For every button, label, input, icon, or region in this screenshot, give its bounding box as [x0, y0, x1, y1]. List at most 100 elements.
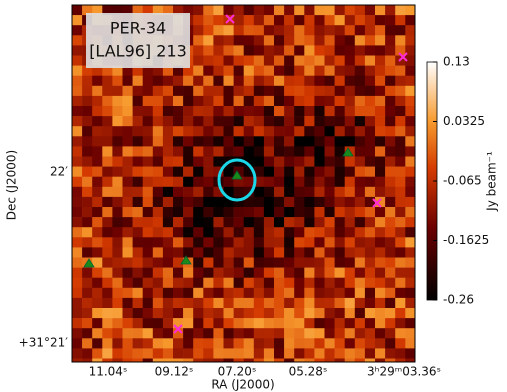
image-pixel: [344, 338, 356, 349]
image-pixel: [183, 75, 194, 87]
image-pixel: [213, 75, 224, 87]
image-pixel: [213, 65, 224, 76]
image-pixel: [203, 116, 214, 127]
image-pixel: [385, 126, 396, 137]
image-pixel: [92, 186, 103, 198]
image-pixel: [354, 348, 366, 359]
image-pixel: [193, 308, 204, 319]
image-pixel: [314, 45, 325, 56]
image-pixel: [274, 65, 285, 76]
image-pixel: [243, 257, 255, 268]
image-pixel: [395, 318, 406, 329]
image-pixel: [183, 207, 194, 218]
image-pixel: [344, 297, 356, 309]
image-pixel: [82, 328, 93, 339]
image-pixel: [72, 328, 83, 339]
image-pixel: [324, 207, 335, 218]
image-pixel: [132, 277, 143, 289]
image-pixel: [324, 176, 335, 188]
image-pixel: [213, 338, 224, 349]
image-pixel: [112, 338, 123, 349]
image-pixel: [263, 126, 275, 137]
image-pixel: [203, 35, 214, 46]
image-pixel: [405, 146, 415, 157]
image-pixel: [132, 106, 143, 117]
title-box: [86, 13, 190, 68]
image-pixel: [223, 146, 234, 157]
image-pixel: [122, 126, 133, 137]
image-pixel: [395, 85, 406, 97]
image-pixel: [223, 267, 234, 278]
image-pixel: [304, 85, 315, 97]
image-pixel: [183, 277, 194, 289]
image-pixel: [193, 207, 204, 218]
image-pixel: [284, 166, 295, 177]
image-pixel: [375, 207, 386, 218]
image-pixel: [344, 25, 356, 36]
image-pixel: [122, 247, 133, 258]
image-pixel: [314, 196, 325, 208]
image-pixel: [304, 176, 315, 188]
image-pixel: [405, 287, 415, 299]
image-pixel: [375, 15, 386, 26]
image-pixel: [274, 348, 285, 359]
image-pixel: [102, 196, 113, 208]
image-pixel: [112, 348, 123, 359]
image-pixel: [364, 35, 376, 46]
image-pixel: [274, 297, 285, 309]
image-pixel: [92, 328, 103, 339]
image-pixel: [233, 106, 244, 117]
image-pixel: [173, 166, 184, 177]
image-pixel: [334, 146, 345, 157]
image-pixel: [324, 45, 335, 56]
image-pixel: [314, 328, 325, 339]
image-pixel: [173, 176, 184, 188]
image-pixel: [173, 156, 184, 167]
image-pixel: [82, 196, 93, 208]
image-pixel: [112, 116, 123, 127]
image-pixel: [142, 348, 154, 359]
image-pixel: [314, 55, 325, 66]
image-pixel: [405, 217, 415, 228]
image-pixel: [304, 116, 315, 127]
image-pixel: [324, 25, 335, 36]
image-pixel: [284, 156, 295, 167]
image-pixel: [72, 277, 83, 289]
image-pixel: [233, 348, 244, 359]
image-pixel: [364, 15, 376, 26]
image-pixel: [304, 358, 315, 362]
image-pixel: [274, 45, 285, 56]
image-pixel: [72, 348, 83, 359]
image-pixel: [203, 55, 214, 66]
image-pixel: [375, 25, 386, 36]
image-pixel: [364, 338, 376, 349]
x-tick-label: 07.20ˢ: [218, 365, 257, 379]
image-pixel: [284, 5, 295, 16]
image-pixel: [183, 348, 194, 359]
image-pixel: [274, 328, 285, 339]
image-pixel: [132, 318, 143, 329]
image-pixel: [233, 116, 244, 127]
image-pixel: [213, 136, 224, 147]
image-pixel: [183, 146, 194, 157]
image-pixel: [395, 338, 406, 349]
image-pixel: [375, 196, 386, 208]
image-pixel: [294, 176, 305, 188]
image-pixel: [233, 287, 244, 299]
image-pixel: [72, 287, 83, 299]
image-pixel: [263, 45, 275, 56]
image-pixel: [334, 318, 345, 329]
image-pixel: [314, 297, 325, 309]
image-pixel: [253, 136, 265, 147]
image-pixel: [314, 116, 325, 127]
image-pixel: [173, 116, 184, 127]
image-pixel: [294, 297, 305, 309]
image-pixel: [173, 338, 184, 349]
image-pixel: [162, 156, 174, 167]
image-pixel: [294, 85, 305, 97]
image-pixel: [354, 287, 366, 299]
image-pixel: [213, 45, 224, 56]
image-pixel: [324, 267, 335, 278]
image-pixel: [173, 186, 184, 198]
image-pixel: [395, 267, 406, 278]
